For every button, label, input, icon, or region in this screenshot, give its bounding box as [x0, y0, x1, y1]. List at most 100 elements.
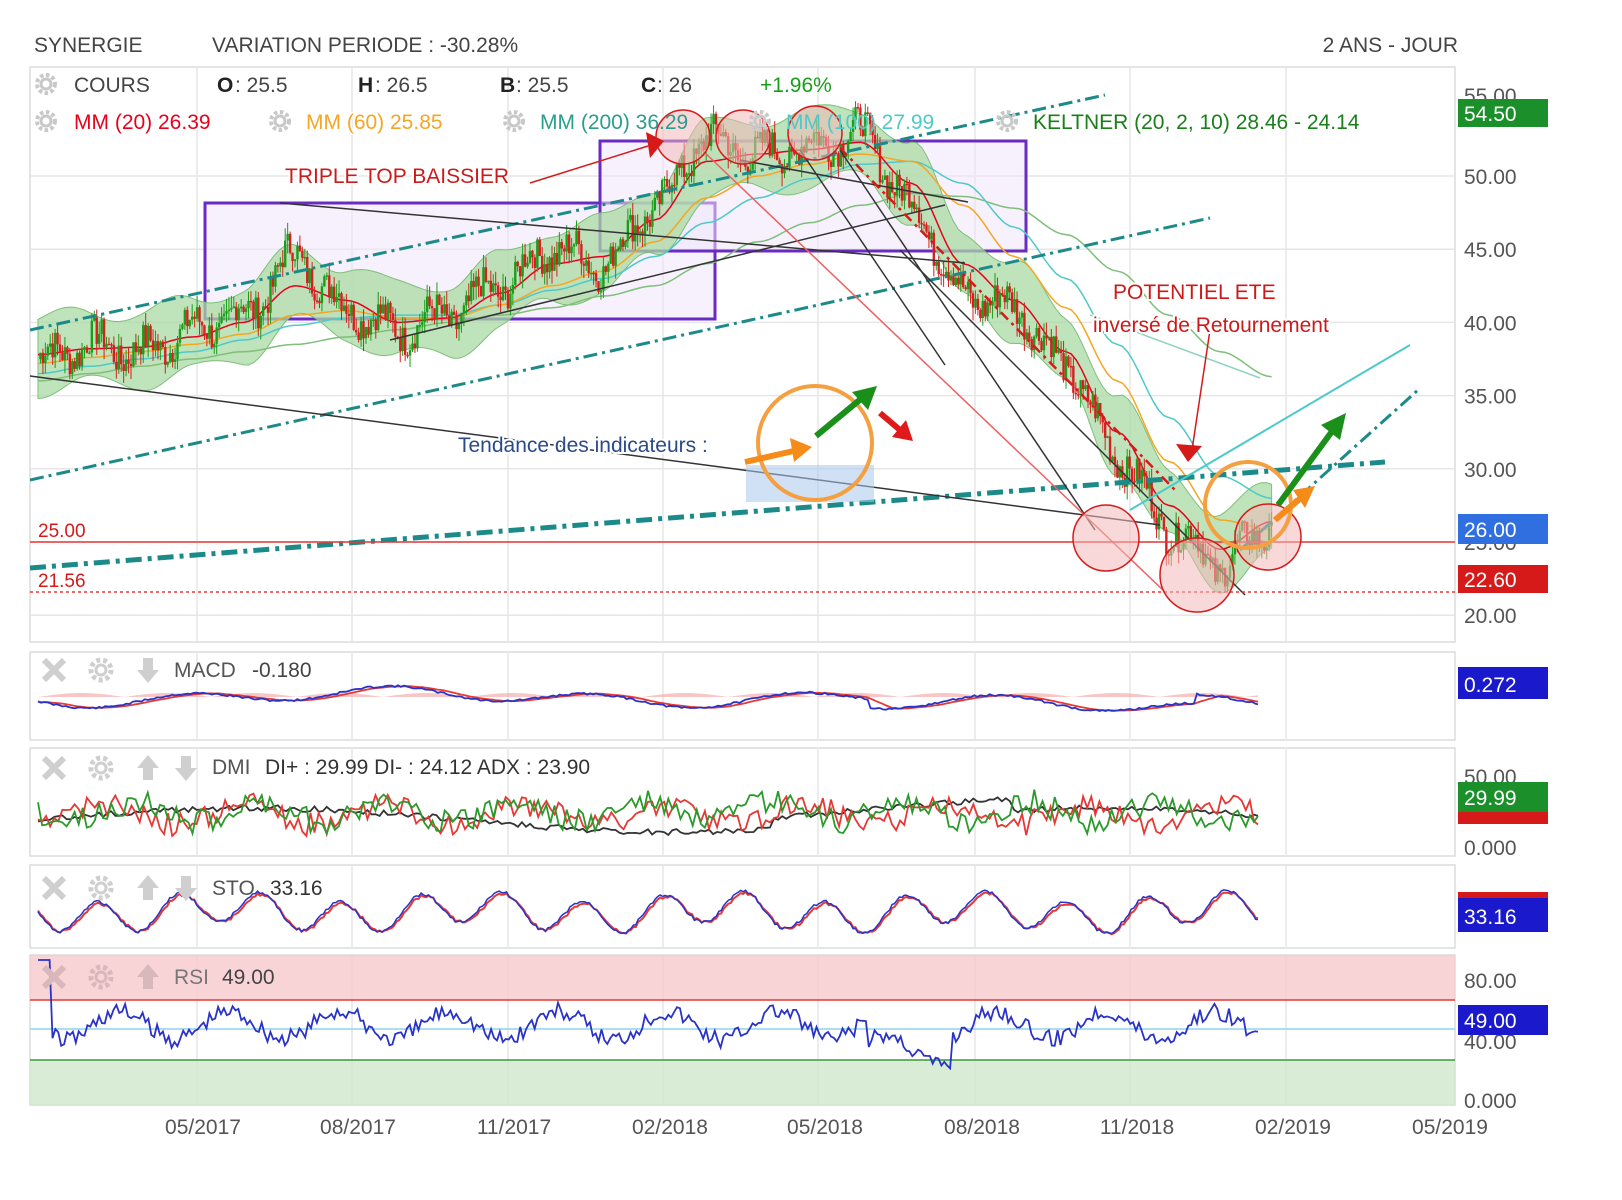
candle-body	[242, 306, 245, 313]
candle-body	[1001, 293, 1004, 296]
macd-badge: 0.272	[1458, 667, 1548, 699]
svg-text:26.00: 26.00	[1464, 519, 1517, 542]
sto-gear-icon[interactable]	[88, 875, 114, 901]
keltner-gear-icon[interactable]	[996, 110, 1018, 132]
candle-body	[345, 305, 348, 314]
candle-body	[868, 112, 872, 125]
sto-close-icon[interactable]	[41, 875, 67, 901]
candle-body	[61, 352, 64, 361]
macd-value: -0.180	[252, 659, 312, 682]
candle-body	[51, 343, 54, 358]
mm60-gear-icon[interactable]	[269, 110, 291, 132]
candle-body	[1177, 522, 1180, 553]
dmi-gear-icon[interactable]	[88, 755, 114, 781]
candle-body	[235, 306, 238, 321]
candle-body	[301, 250, 304, 258]
dmi-down-icon[interactable]	[175, 756, 197, 781]
candle-body	[915, 207, 918, 210]
candle-body	[1125, 456, 1129, 487]
dmi-up-icon[interactable]	[137, 755, 159, 780]
candle-body	[846, 140, 850, 153]
candle-body	[538, 239, 541, 257]
sto-name: STO	[212, 877, 255, 900]
candle-body	[39, 352, 42, 360]
dmi-close-icon[interactable]	[41, 755, 67, 781]
candle-body	[1067, 356, 1070, 366]
arrow-green-left	[852, 386, 877, 410]
dmi-value: DI+ : 29.99 DI- : 24.12 ADX : 23.90	[265, 756, 590, 779]
candle-body	[291, 252, 294, 262]
candle-body	[1079, 380, 1082, 395]
candle-body	[178, 328, 182, 343]
candle-body	[1032, 336, 1036, 350]
candle-body	[565, 234, 568, 252]
candle-body	[658, 191, 661, 205]
candle-body	[1108, 436, 1112, 462]
candle-body	[829, 161, 833, 167]
candle-body	[563, 248, 566, 252]
sto-up-icon[interactable]	[137, 875, 159, 900]
candle-body	[1099, 403, 1102, 417]
candle-body	[514, 261, 517, 285]
candle-body	[570, 246, 573, 254]
time-tick-label: 05/2018	[787, 1116, 863, 1139]
candle-body	[117, 345, 120, 370]
time-tick-label: 05/2017	[165, 1116, 241, 1139]
candle-body	[839, 144, 843, 167]
candle-body	[1231, 554, 1234, 566]
macd-close-icon[interactable]	[41, 657, 67, 683]
candle-body	[937, 261, 940, 274]
candle-body	[614, 249, 617, 266]
candle-body	[859, 107, 862, 130]
rsi-overbought-zone	[30, 955, 1455, 1000]
mm20-gear-icon[interactable]	[35, 110, 57, 132]
candle-body	[621, 239, 625, 247]
candle-body	[1006, 286, 1009, 303]
candle-body	[1062, 353, 1065, 381]
candle-body	[124, 359, 128, 372]
candle-body	[981, 300, 984, 319]
rsi-close-icon[interactable]	[41, 964, 67, 990]
mm100-line	[37, 160, 1272, 499]
rsi-gear-icon[interactable]	[88, 964, 114, 990]
macd-down-icon[interactable]	[137, 658, 159, 683]
candle-body	[712, 113, 715, 125]
candle-body	[296, 245, 299, 260]
mm200-gear-icon[interactable]	[503, 110, 525, 132]
candle-body	[832, 152, 835, 167]
rsi-axis-top: 80.00	[1464, 970, 1517, 993]
time-tick-label: 02/2019	[1255, 1116, 1331, 1139]
candle-body	[585, 260, 588, 266]
candle-body	[947, 271, 950, 281]
candle-body	[969, 281, 972, 294]
candle-body	[315, 300, 319, 303]
candle-body	[193, 316, 196, 319]
rsi-up-icon[interactable]	[137, 964, 159, 989]
candle-body	[1189, 526, 1193, 543]
mm100-gear-icon[interactable]	[749, 110, 771, 132]
candle-body	[222, 313, 226, 317]
candle-body	[511, 284, 515, 294]
mm200-legend: MM (200) 36.29	[540, 111, 688, 134]
arrow-green-right	[1321, 413, 1346, 440]
candle-body	[638, 231, 642, 234]
sto-down-icon[interactable]	[175, 876, 197, 901]
candle-body	[871, 124, 874, 136]
candle-body	[499, 296, 502, 301]
candle-body	[675, 164, 679, 185]
candle-body	[225, 311, 228, 314]
candle-body	[587, 260, 590, 274]
candle-body	[271, 277, 275, 287]
cours-gear-icon[interactable]	[35, 73, 57, 95]
bottom-circle-3	[1234, 503, 1302, 571]
candle-body	[403, 327, 407, 355]
candle-body	[85, 347, 89, 353]
candle-body	[592, 272, 595, 275]
macd-gear-icon[interactable]	[88, 657, 114, 683]
candle-body	[687, 173, 691, 175]
macd-signal-line	[37, 685, 1259, 712]
badge-5450: 54.50	[1458, 99, 1548, 127]
candle-body	[1143, 470, 1146, 477]
arrow-red-left	[892, 420, 913, 441]
